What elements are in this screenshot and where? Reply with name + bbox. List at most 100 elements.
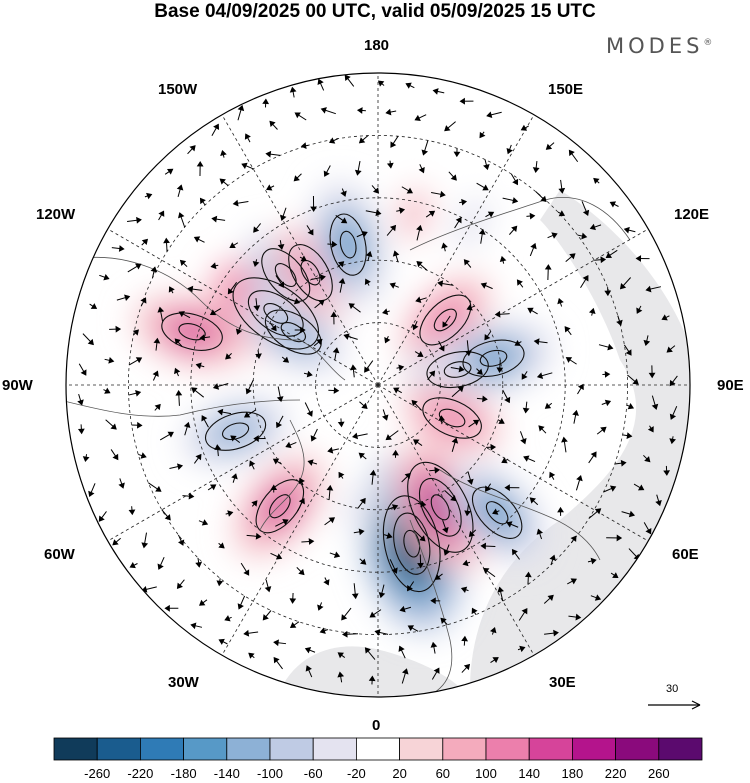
wind-arrow-head [434,573,441,580]
wind-arrow-head [275,553,283,560]
wind-arrow-head [341,630,348,638]
wind-arrow-head [558,210,566,217]
wind-arrow-head [648,372,656,379]
wind-arrow-head [350,364,357,371]
wind-arrow-head [482,567,490,574]
wind-arrow-head [391,567,398,574]
wind-arrow-head [460,586,468,594]
wind-arrow-head [276,421,282,429]
wind-arrow-head [463,259,470,266]
wind-arrow-head [620,459,627,467]
wind-arrow-head [318,299,325,306]
wind-arrow-head [384,337,391,344]
wind-arrow-head [482,395,488,403]
colorbar: -260 -220 -180 -140 -100 -60 -20 20 60 100 140 180 2… [53,737,703,781]
wind-arrow-head [209,309,217,316]
wind-arrow-head [461,635,468,642]
contour-line [485,501,509,525]
wind-arrow-head [319,627,326,634]
wind-arrow-head [561,436,568,443]
wind-arrow-head [467,478,474,485]
wind-arrow-head [164,604,170,612]
wind-arrow-head [432,88,439,95]
reference-vector-head [691,700,701,710]
wind-arrow-head [616,319,623,326]
wind-arrow-head [466,304,473,311]
wind-arrow-head [385,434,392,441]
wind-arrow-head [504,396,511,404]
wind-arrow-head [582,275,589,282]
wind-arrow-head [492,657,499,663]
wind-arrow-head [628,510,636,518]
wind-arrow-head [358,528,365,536]
wind-arrow-head [364,647,371,654]
wind-arrow-head [643,339,651,347]
wind-arrow-head [471,607,478,615]
wind-arrow-head [141,238,149,245]
anomaly-blob [212,416,259,447]
wind-arrow-head [593,177,600,185]
wind-arrow-head [140,297,147,304]
wind-arrow-head [196,161,204,167]
wind-arrow-head [211,215,218,223]
contour-line [462,339,525,378]
wind-arrow-head [115,325,122,333]
wind-arrow-head [341,614,348,621]
colorbar-swatch [528,737,573,761]
wind-arrow-head [278,281,285,288]
colorbar-swatch [226,737,271,761]
wind-arrow-head [516,279,523,286]
wind-arrow-head [300,326,306,334]
wind-arrow-head [265,150,272,158]
wind-arrow-head [289,86,297,93]
wind-arrow-head [661,314,668,321]
wind-arrow-head [451,437,459,444]
wind-arrow-head [108,356,115,364]
wind-arrow-head [282,356,290,363]
wind-arrow-head [459,97,465,105]
wind-arrow-head [118,245,125,252]
wind-arrow-head [636,307,643,314]
wind-arrow-head [520,124,528,131]
meridian-line [377,384,649,542]
wind-arrow-head [128,509,136,516]
wind-arrow-head [199,334,206,341]
wind-arrow-head [360,558,367,565]
wind-arrow-head [365,250,373,258]
wind-arrow-head [407,625,415,632]
wind-arrow-head [333,387,340,394]
wind-arrow-head [558,187,566,194]
lon-label-180: 180 [364,37,390,54]
wind-arrow-head [230,435,237,442]
wind-arrow-head [480,542,487,550]
wind-arrow-head [570,578,577,585]
contour-line [221,422,250,441]
wind-arrow-head [168,286,175,293]
wind-arrow-head [564,326,571,333]
wind-arrow-head [243,629,250,637]
contour-line [438,408,466,428]
wind-arrow-head [253,226,260,233]
wind-arrow-head [402,668,409,675]
contour-line [422,397,482,439]
wind-arrow-head [167,431,174,438]
wind-arrow-head [344,74,351,81]
colorbar-swatch [312,737,357,761]
wind-arrow-head [540,195,547,202]
wind-arrow-head [616,534,623,542]
wind-arrow-head [479,131,486,139]
wind-arrow-head [623,226,630,234]
contour-line [329,213,367,276]
wind-arrow-head [217,408,224,416]
wind-arrow-head [544,402,552,409]
wind-arrow-head [103,273,110,281]
wind-arrow-head [412,323,419,331]
wind-arrow-head [282,519,289,526]
coastline-hudson [66,399,301,417]
wind-arrow-head [483,163,490,171]
wind-arrow-head [216,580,224,587]
contour-line [407,461,474,553]
wind-arrow-head [478,228,486,235]
wind-arrow-head [600,426,607,433]
